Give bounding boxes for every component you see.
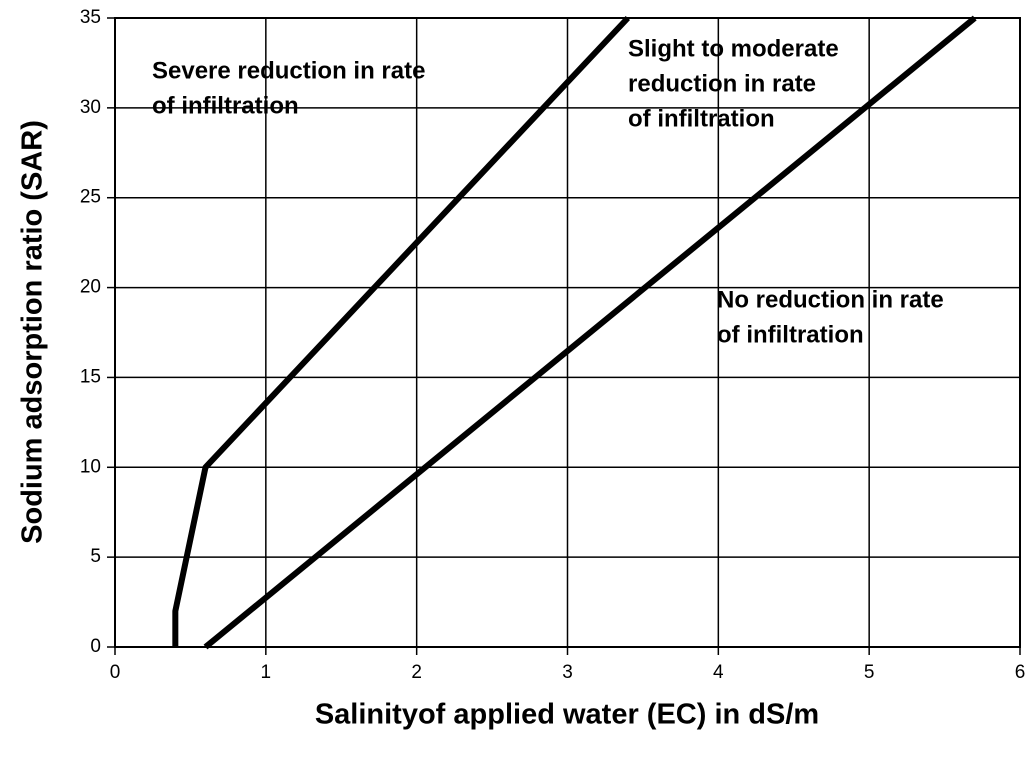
x-tick-label: 0 <box>110 662 121 683</box>
region-label: of infiltration <box>717 321 864 348</box>
region-label: Slight to moderate <box>628 35 839 62</box>
y-tick-label: 30 <box>80 97 101 118</box>
y-tick-label: 10 <box>80 456 101 477</box>
x-axis-title: Salinityof applied water (EC) in dS/m <box>315 699 819 731</box>
x-tick-label: 2 <box>411 662 422 683</box>
region-label: of infiltration <box>628 105 775 132</box>
x-tick-label: 5 <box>864 662 875 683</box>
x-tick-label: 3 <box>562 662 573 683</box>
y-tick-label: 25 <box>80 187 101 208</box>
region-label: reduction in rate <box>628 70 816 97</box>
region-label: Severe reduction in rate <box>152 57 425 84</box>
y-tick-label: 5 <box>90 546 101 567</box>
y-axis-title: Sodium adsorption ratio (SAR) <box>17 120 49 544</box>
boundary-line <box>203 15 977 650</box>
x-tick-label: 1 <box>261 662 272 683</box>
y-tick-label: 0 <box>90 636 101 657</box>
y-tick-label: 35 <box>80 7 101 28</box>
boundary-line <box>172 15 631 647</box>
y-tick-label: 15 <box>80 366 101 387</box>
region-label: No reduction in rate <box>717 286 944 313</box>
plot-frame <box>114 17 1021 648</box>
x-tick-label: 6 <box>1015 662 1026 683</box>
y-tick-label: 20 <box>80 277 101 298</box>
x-tick-label: 4 <box>713 662 724 683</box>
region-label: of infiltration <box>152 92 299 119</box>
